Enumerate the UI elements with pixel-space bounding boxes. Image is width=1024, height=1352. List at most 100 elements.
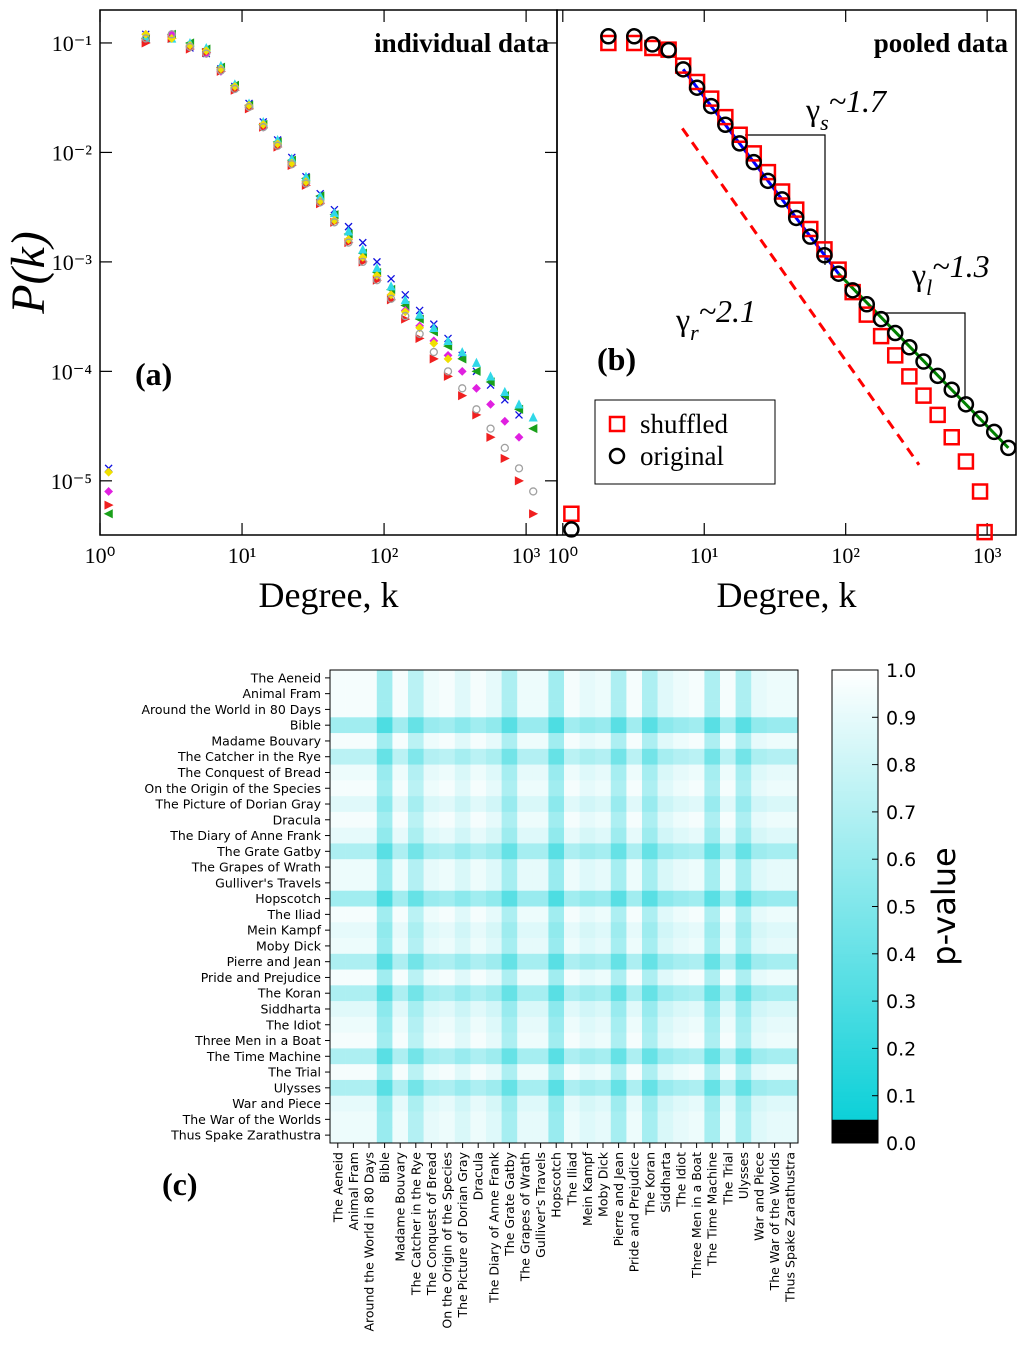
colorbar-step (832, 1041, 878, 1045)
colorbar-tick-label: 0.5 (886, 897, 916, 919)
colorbar-step (832, 1126, 878, 1130)
heatmap-cell (345, 733, 362, 750)
heatmap-cell (688, 1048, 705, 1065)
annotation-value: ~2.1 (699, 293, 756, 329)
heatmap-cell (517, 733, 534, 750)
heatmap-cell (595, 969, 612, 986)
colorbar-step (832, 712, 878, 716)
heatmap-cell (330, 827, 346, 844)
colorbar-step (832, 1053, 878, 1056)
heatmap-cell (361, 685, 378, 702)
heatmap-cell (688, 906, 705, 923)
data-point (514, 476, 524, 486)
heatmap-cell (704, 764, 721, 781)
heatmap-cell (345, 859, 362, 876)
colorbar-step (832, 923, 878, 926)
heatmap-cell (673, 1127, 690, 1144)
heatmap-cell (486, 1095, 502, 1112)
heatmap-cell (439, 906, 456, 923)
data-point (141, 34, 150, 43)
colorbar-tick-label: 0.3 (886, 991, 916, 1013)
heatmap-cell (673, 685, 690, 702)
data-point (230, 84, 239, 94)
heatmap-cell (751, 985, 768, 1002)
heatmap-cell (564, 1127, 580, 1144)
heatmap-cell (673, 733, 690, 750)
heatmap-cell (735, 922, 752, 939)
heatmap-cell (361, 969, 378, 986)
col-label: Dracula (471, 1152, 486, 1200)
heatmap-cell (579, 969, 596, 986)
heatmap-cell (688, 985, 705, 1002)
heatmap-cell (642, 859, 658, 876)
heatmap-cell (376, 717, 393, 734)
heatmap-cell (392, 843, 409, 860)
heatmap-cell (423, 1079, 440, 1096)
heatmap-cell (579, 1048, 596, 1065)
heatmap-cell (439, 969, 456, 986)
heatmap-cell (782, 859, 799, 876)
heatmap-cell (735, 906, 752, 923)
heatmap-cell (439, 1032, 456, 1049)
data-point (1000, 439, 1017, 457)
colorbar-step (832, 1140, 878, 1144)
heatmap-cell (486, 969, 502, 986)
colorbar-step (832, 835, 878, 839)
heatmap-cell (720, 969, 736, 986)
annotation-value: ~1.3 (932, 248, 989, 284)
heatmap-cell (688, 953, 705, 970)
colorbar-step (832, 821, 878, 825)
heatmap-cell (376, 953, 393, 970)
heatmap-cell (470, 764, 487, 781)
data-point (858, 296, 876, 313)
heatmap-cell (610, 906, 627, 923)
heatmap-cell (595, 1127, 612, 1144)
heatmap-cell (579, 953, 596, 970)
heatmap-cell (532, 859, 549, 876)
data-point (500, 386, 510, 396)
heatmap-cell (408, 1095, 424, 1112)
heatmap-cell (735, 969, 752, 986)
colorbar-tick-label: 0.7 (886, 802, 916, 824)
heatmap-cell (704, 1111, 721, 1128)
colorbar-step (832, 915, 878, 919)
heatmap-cell (408, 953, 424, 970)
heatmap-cell (532, 1032, 549, 1049)
heatmap-cell (610, 922, 627, 939)
heatmap-cell (720, 1001, 736, 1018)
colorbar-step (832, 996, 878, 1000)
heatmap-cell (720, 748, 736, 765)
annotation-sub: l (926, 275, 932, 300)
heatmap-cell (735, 1048, 752, 1065)
heatmap-cell (423, 670, 440, 687)
heatmap-cell (735, 701, 752, 718)
heatmap-cell (766, 1064, 783, 1081)
heatmap-cell (704, 938, 721, 955)
heatmap-cell (673, 1001, 690, 1018)
row-label: The Time Machine (206, 1049, 321, 1064)
heatmap-cell (517, 1032, 534, 1049)
heatmap-cell (610, 1048, 627, 1065)
heatmap-cell (688, 938, 705, 955)
heatmap-cell (688, 827, 705, 844)
heatmap-cell (720, 780, 736, 797)
row-label: The Catcher in the Rye (177, 749, 321, 764)
heatmap-cell (392, 1079, 409, 1096)
heatmap-cell (439, 811, 456, 828)
colorbar-step (832, 845, 878, 848)
colorbar-step (832, 807, 878, 810)
heatmap-cell (532, 701, 549, 718)
data-point (216, 66, 226, 75)
heatmap-cell (439, 1064, 456, 1081)
heatmap-cell (408, 811, 424, 828)
heatmap-cell (392, 906, 409, 923)
heatmap-cell (423, 796, 440, 813)
heatmap-cell (423, 827, 440, 844)
heatmap-cell (330, 843, 346, 860)
heatmap-cell (704, 1064, 721, 1081)
heatmap-cell (673, 969, 690, 986)
heatmap-cell (642, 906, 658, 923)
heatmap-cell (735, 1032, 752, 1049)
colorbar-step (832, 766, 878, 770)
